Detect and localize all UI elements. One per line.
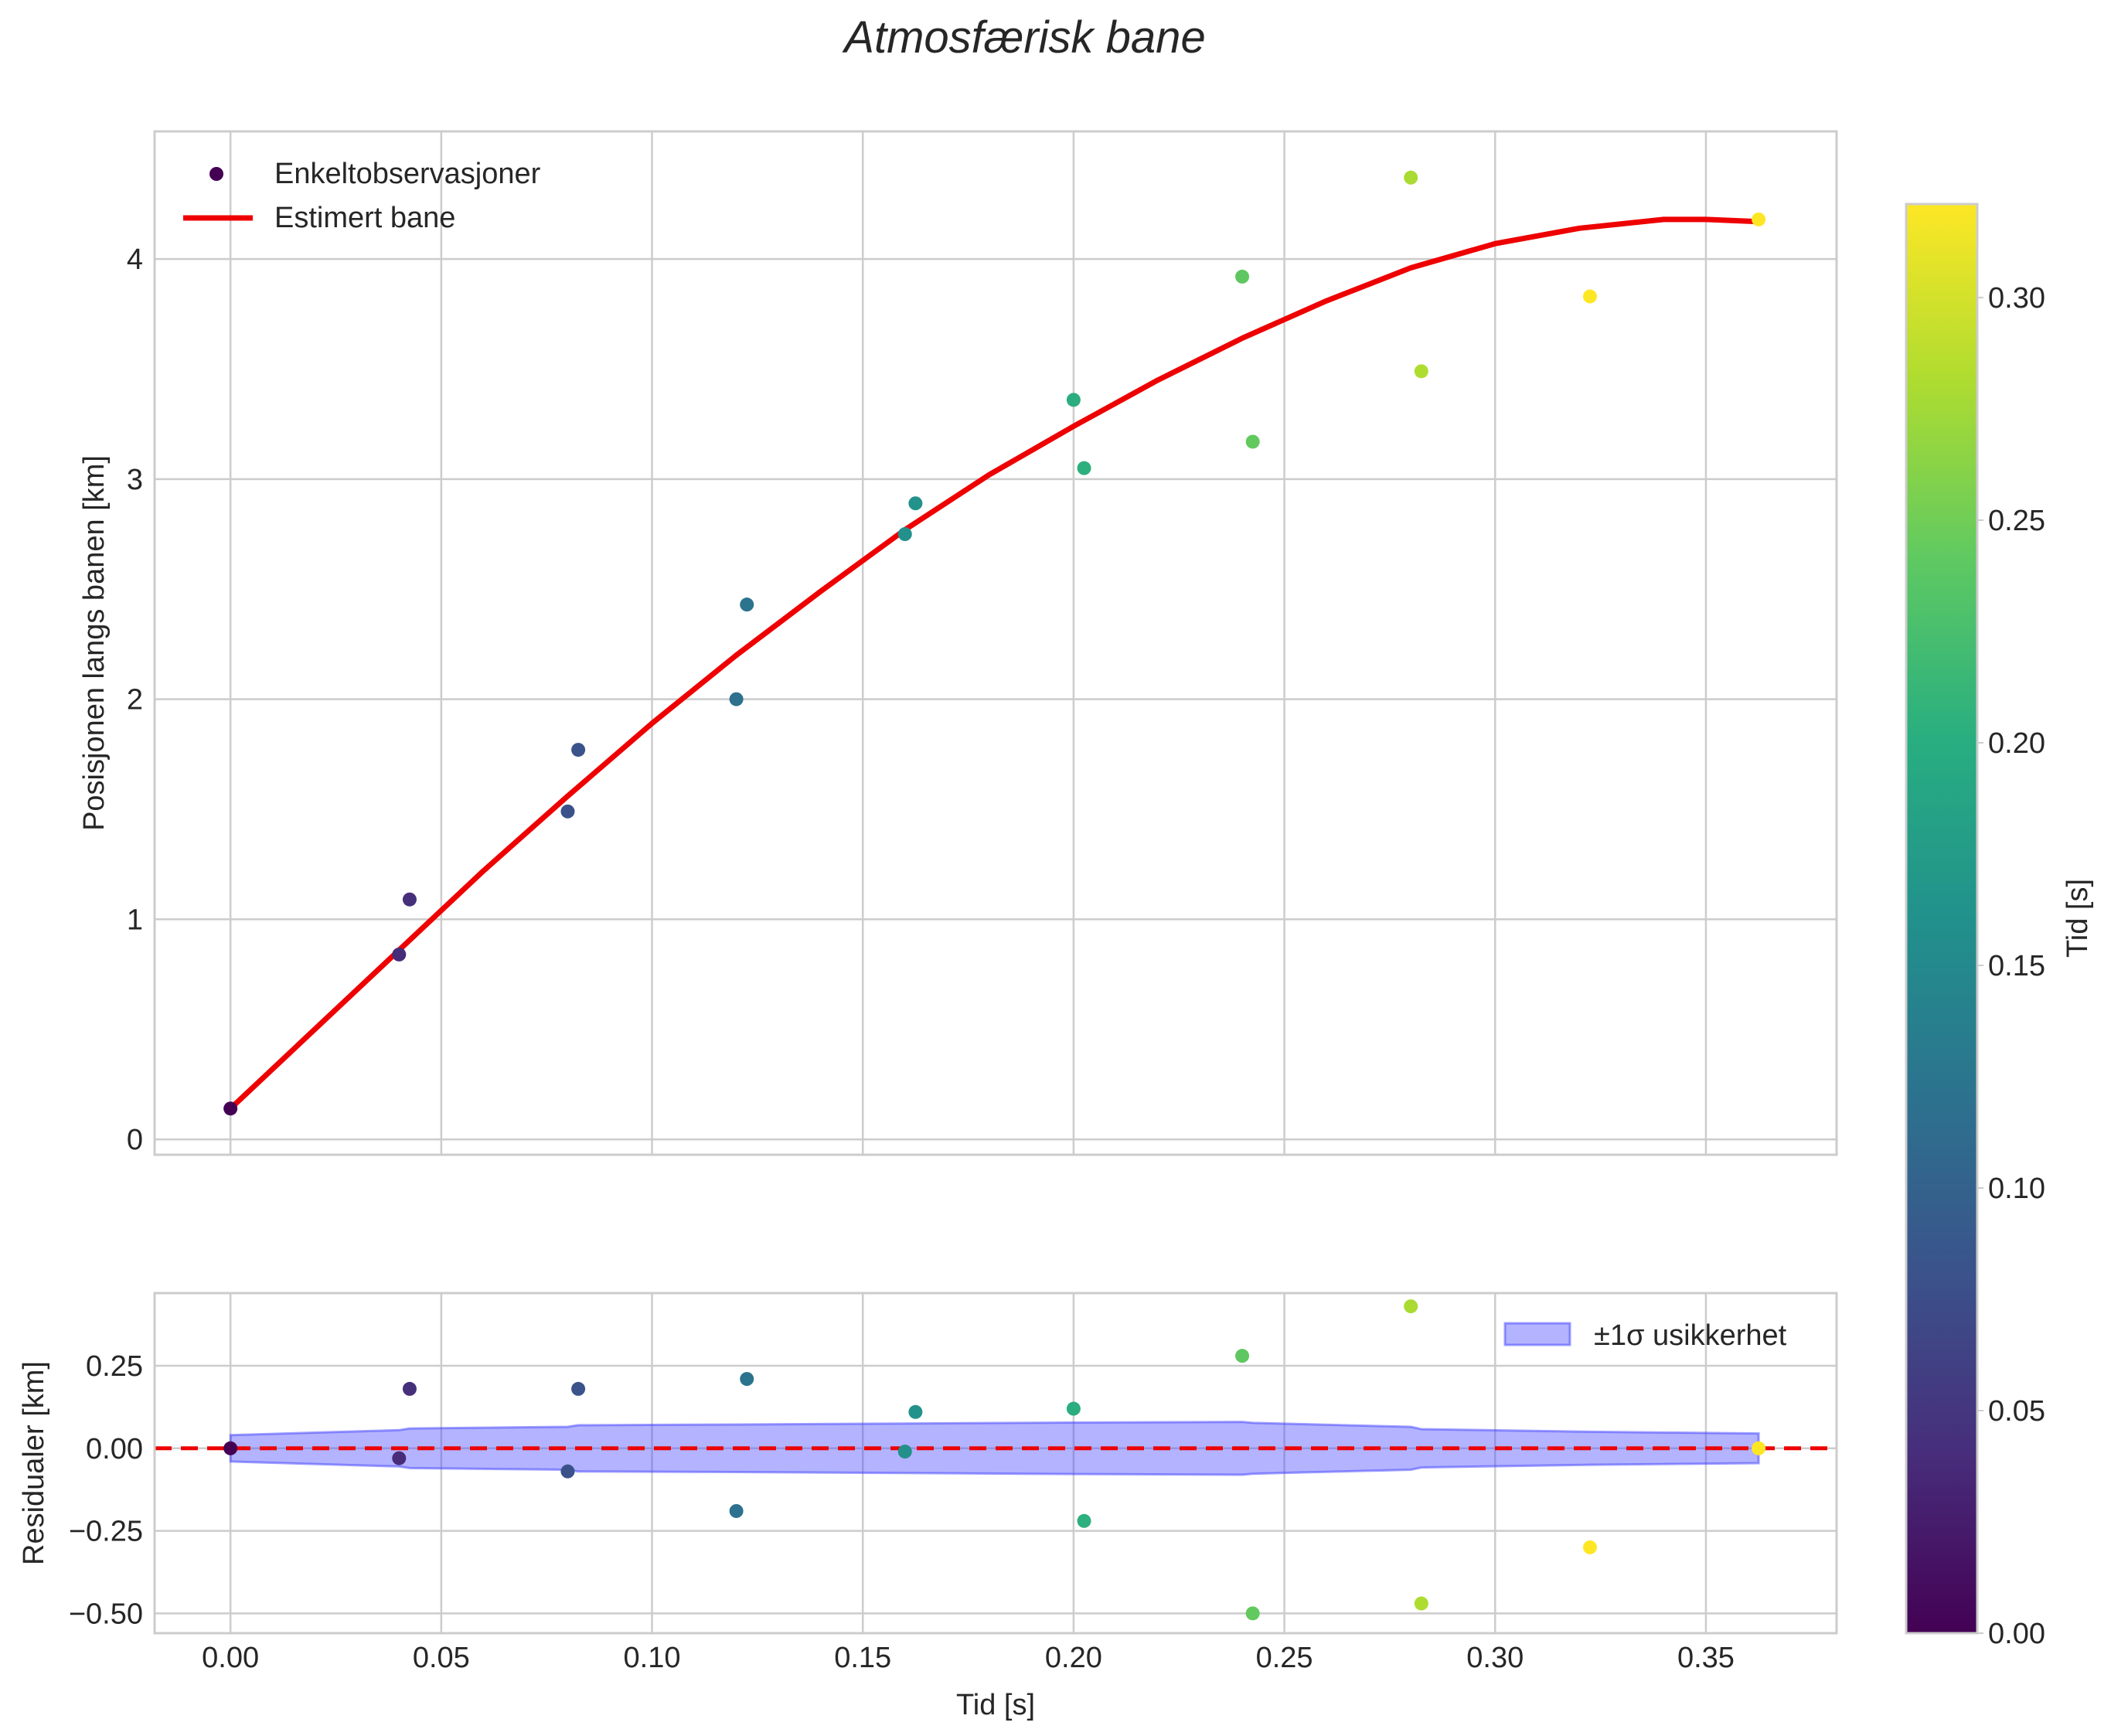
residual-point bbox=[1582, 1540, 1597, 1554]
residual-point bbox=[729, 1503, 744, 1518]
observation-point bbox=[560, 804, 575, 819]
residual-point bbox=[1245, 1606, 1260, 1621]
observation-point bbox=[897, 527, 912, 542]
observation-point bbox=[1077, 461, 1091, 475]
observation-points bbox=[223, 170, 1766, 1116]
x-tick-label: 0.00 bbox=[202, 1642, 259, 1674]
x-axis-label: Tid [s] bbox=[956, 1689, 1035, 1721]
residual-point bbox=[402, 1381, 417, 1396]
residual-point bbox=[740, 1372, 754, 1387]
main-y-tick-label: 2 bbox=[127, 684, 143, 717]
colorbar-label: Tid [s] bbox=[2062, 879, 2094, 958]
residual-point bbox=[560, 1464, 575, 1479]
legend-observation-marker bbox=[209, 167, 223, 181]
residual-point bbox=[1414, 1596, 1428, 1611]
colorbar-tick-label: 0.20 bbox=[1988, 727, 2045, 760]
residual-plot-frame bbox=[153, 1292, 1838, 1635]
colorbar-tick-labels: 0.00 0.05 0.10 0.15 0.20 0.25 0.30 bbox=[1977, 282, 2045, 1650]
residual-point bbox=[571, 1381, 586, 1396]
colorbar: 0.00 0.05 0.10 0.15 0.20 0.25 0.30 Tid [s] bbox=[1905, 203, 2094, 1650]
observation-point bbox=[1414, 364, 1428, 379]
colorbar-tick-label: 0.15 bbox=[1988, 950, 2045, 982]
colorbar-tick-label: 0.30 bbox=[1988, 282, 2045, 315]
colorbar-tick-label: 0.05 bbox=[1988, 1395, 2045, 1428]
residual-point bbox=[1066, 1401, 1081, 1416]
observation-point bbox=[571, 743, 586, 757]
residual-point bbox=[1235, 1349, 1250, 1363]
legend-observation-label: Enkeltobservasjoner bbox=[274, 158, 541, 190]
residual-y-axis-label: Residualer [km] bbox=[18, 1361, 50, 1565]
main-y-tick-label: 3 bbox=[127, 464, 143, 496]
colorbar-tick-label: 0.00 bbox=[1988, 1618, 2045, 1650]
x-tick-label: 0.10 bbox=[624, 1642, 681, 1674]
fit-curve-line bbox=[227, 216, 1762, 1111]
observation-point bbox=[1404, 170, 1418, 185]
residual-y-tick-labels: −0.50 −0.25 0.00 0.25 bbox=[69, 1350, 143, 1630]
main-y-tick-label: 0 bbox=[127, 1124, 143, 1156]
main-plot-frame bbox=[153, 130, 1838, 1156]
x-tick-label: 0.20 bbox=[1045, 1642, 1102, 1674]
main-grid bbox=[155, 131, 1837, 1155]
observation-point bbox=[740, 597, 754, 612]
legend-fit-label: Estimert bane bbox=[274, 202, 455, 234]
observation-point bbox=[1752, 212, 1766, 226]
observation-point bbox=[402, 892, 417, 907]
residual-point bbox=[908, 1404, 923, 1419]
residual-y-tick-label: 0.00 bbox=[86, 1433, 143, 1465]
main-panel: 0 1 2 3 4 Posisjonen langs banen [km] Enkelt… bbox=[78, 130, 1838, 1156]
main-y-tick-label: 1 bbox=[127, 904, 143, 936]
main-plot-area bbox=[155, 131, 1837, 1155]
x-tick-labels: 0.00 0.05 0.10 0.15 0.20 0.25 0.30 0.35 bbox=[202, 1642, 1735, 1674]
legend-band-label: ±1σ usikkerhet bbox=[1594, 1319, 1787, 1352]
x-tick-label: 0.15 bbox=[834, 1642, 891, 1674]
residual-y-tick-label: −0.25 bbox=[69, 1516, 143, 1548]
main-y-axis-label: Posisjonen langs banen [km] bbox=[78, 455, 111, 831]
x-tick-label: 0.35 bbox=[1677, 1642, 1735, 1674]
residual-point bbox=[1404, 1299, 1418, 1314]
observation-point bbox=[223, 1101, 238, 1116]
x-tick-label: 0.25 bbox=[1256, 1642, 1313, 1674]
observation-point bbox=[1582, 289, 1597, 304]
residual-plot-area bbox=[155, 1293, 1837, 1633]
legend-band-swatch bbox=[1503, 1322, 1571, 1346]
residual-panel: −0.50−0.250.000.25 0.00 0.05 0.10 0.15 0.20 0… bbox=[18, 1292, 1838, 1721]
main-legend: Enkeltobservasjoner Estimert bane bbox=[183, 158, 541, 234]
main-y-tick-label: 4 bbox=[127, 243, 143, 276]
residual-point bbox=[897, 1445, 912, 1459]
residual-point bbox=[1077, 1513, 1091, 1528]
colorbar-tick-label: 0.10 bbox=[1988, 1173, 2045, 1205]
residual-y-tick-label: −0.50 bbox=[69, 1598, 143, 1630]
x-tick-label: 0.30 bbox=[1466, 1642, 1524, 1674]
residual-legend: ±1σ usikkerhet bbox=[1503, 1319, 1787, 1352]
observation-point bbox=[1245, 434, 1260, 449]
colorbar-gradient bbox=[1905, 203, 1979, 1635]
observation-point bbox=[392, 947, 407, 962]
observation-point bbox=[729, 692, 744, 706]
observation-point bbox=[1066, 393, 1081, 407]
colorbar-tick-label: 0.25 bbox=[1988, 505, 2045, 537]
x-tick-label: 0.05 bbox=[413, 1642, 470, 1674]
main-y-tick-labels: 0 1 2 3 4 bbox=[127, 243, 143, 1156]
observation-point bbox=[1235, 269, 1250, 284]
observation-point bbox=[908, 496, 923, 511]
residual-point bbox=[392, 1451, 407, 1465]
chart-title: Atmosfærisk bane bbox=[842, 12, 1205, 63]
residual-y-tick-label: 0.25 bbox=[86, 1350, 143, 1383]
residual-point bbox=[223, 1441, 238, 1455]
uncertainty-band bbox=[229, 1421, 1760, 1476]
residual-point bbox=[1752, 1441, 1766, 1455]
residual-points bbox=[223, 1299, 1766, 1621]
